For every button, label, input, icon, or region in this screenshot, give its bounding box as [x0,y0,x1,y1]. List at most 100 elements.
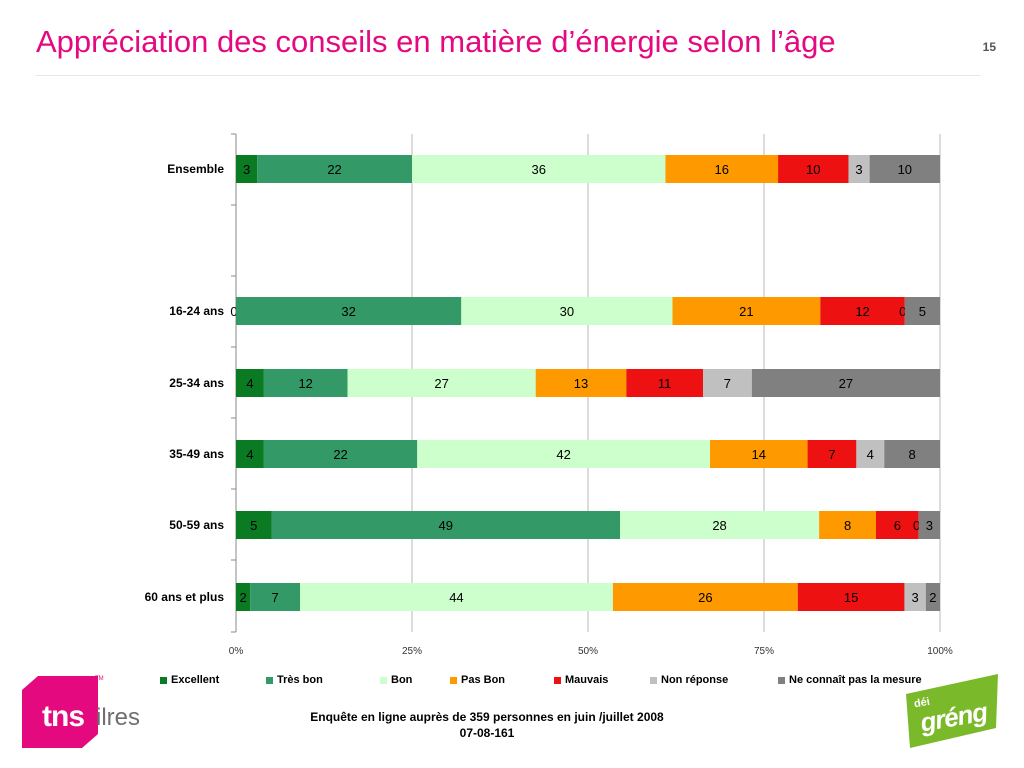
bar-segment-non-r-ponse [904,583,926,611]
legend-label: Bon [391,674,413,686]
bar-segment-ne-conna-t-pas-la-mesure [904,297,940,325]
data-label: 13 [574,376,588,391]
legend-label: Non réponse [661,674,729,686]
bar-segment-ne-conna-t-pas-la-mesure [918,511,940,539]
data-label: 3 [911,590,918,605]
data-label: 44 [449,590,463,605]
legend-swatch [380,676,387,684]
bar-segment-tr-s-bon [257,155,412,183]
data-label: 0 [230,304,237,319]
x-tick-label: 100% [927,646,953,657]
data-label: 26 [698,590,712,605]
category-label: 50-59 ans [169,518,224,532]
legend-label: Excellent [171,674,220,686]
legend-item: Excellent [160,674,219,686]
data-label: 7 [724,376,731,391]
bar-segment-bon [461,297,673,325]
legend-label: Ne connaît pas la mesure [789,674,922,686]
bar-segment-bon [412,155,666,183]
bar-segment-ne-conna-t-pas-la-mesure [751,369,940,397]
bar-segment-ne-conna-t-pas-la-mesure [869,155,940,183]
bar-segment-bon [417,440,710,468]
data-label: 12 [298,376,312,391]
bar-segment-mauvais [820,297,905,325]
data-label: 2 [239,590,246,605]
bar-segment-pas-bon [612,583,798,611]
bar-segment-excellent [236,511,272,539]
bar-segment-non-r-ponse [856,440,885,468]
data-label: 3 [243,162,250,177]
data-label: 16 [715,162,729,177]
bar-segment-tr-s-bon [250,583,300,611]
data-label: 7 [271,590,278,605]
bar-segment-mauvais [797,583,905,611]
data-label: 14 [752,447,766,462]
bar-segment-excellent [236,583,251,611]
page-title: Appréciation des conseils en matière d’é… [36,24,836,59]
bar-segment-ne-conna-t-pas-la-mesure [925,583,940,611]
data-label: 3 [926,518,933,533]
dei-greng-logo [906,674,998,748]
data-label: 3 [855,162,862,177]
bar-segment-bon [347,369,536,397]
legend-item: Bon [380,674,412,686]
bar-segment-excellent [236,155,258,183]
bar-segment-pas-bon [819,511,876,539]
legend-swatch [554,676,561,684]
data-label: 0 [899,304,906,319]
bar-segment-bon [300,583,613,611]
bar-segment-non-r-ponse [703,369,752,397]
data-label: 4 [867,447,874,462]
legend-label: Très bon [277,674,323,686]
legend-item: Non réponse [650,674,728,686]
category-label: 25-34 ans [169,376,224,390]
legend-item: Mauvais [554,674,608,686]
x-tick-label: 25% [402,646,422,657]
legend-swatch [778,676,785,684]
bar-segment-ne-conna-t-pas-la-mesure [884,440,940,468]
data-label: 8 [909,447,916,462]
data-label: 28 [712,518,726,533]
data-label: 10 [898,162,912,177]
legend-swatch [450,676,457,684]
page-number: 15 [982,40,996,54]
data-label: 22 [333,447,347,462]
data-label: 11 [658,376,672,391]
category-label: 16-24 ans [169,304,224,318]
ilres-logo-text: ilres [96,704,141,731]
trademark-mark: TM [95,676,104,682]
bar-segment-mauvais [626,369,704,397]
data-label: 12 [855,304,869,319]
data-label: 42 [556,447,570,462]
data-label: 15 [844,590,858,605]
footer-code-line: 07-08-161 [459,726,515,740]
bar-segment-tr-s-bon [263,440,418,468]
legend-item: Très bon [266,674,323,686]
title-divider [36,75,980,76]
data-label: 10 [806,162,820,177]
data-label: 32 [341,304,355,319]
chart-legend: Excellent Très bon Bon Pas Bon Mauvais Non ré… [160,674,960,690]
legend-swatch [266,676,273,684]
tns-logo [22,676,98,748]
data-label: 30 [560,304,574,319]
bar-segment-mauvais [778,155,849,183]
data-label: 7 [828,447,835,462]
x-tick-label: 0% [229,646,244,657]
bar-segment-pas-bon [535,369,627,397]
bar-segment-excellent [236,369,264,397]
legend-swatch [650,676,657,684]
bar-segment-pas-bon [672,297,821,325]
data-label: 27 [839,376,853,391]
x-tick-label: 75% [754,646,774,657]
legend-item: Ne connaît pas la mesure [778,674,922,686]
bar-segment-pas-bon [709,440,808,468]
footer-note: Enquête en ligne auprès de 359 personnes… [0,709,974,741]
data-label: 5 [250,518,257,533]
category-label: 60 ans et plus [145,590,225,604]
bar-segment-excellent [236,440,264,468]
category-label: 35-49 ans [169,447,224,461]
x-tick-label: 50% [578,646,598,657]
stacked-bar-chart: 0% 25% 50% 75% 100%Ensemble 3 22 36 16 10 3 1016-24… [145,133,953,657]
data-label: 21 [739,304,753,319]
